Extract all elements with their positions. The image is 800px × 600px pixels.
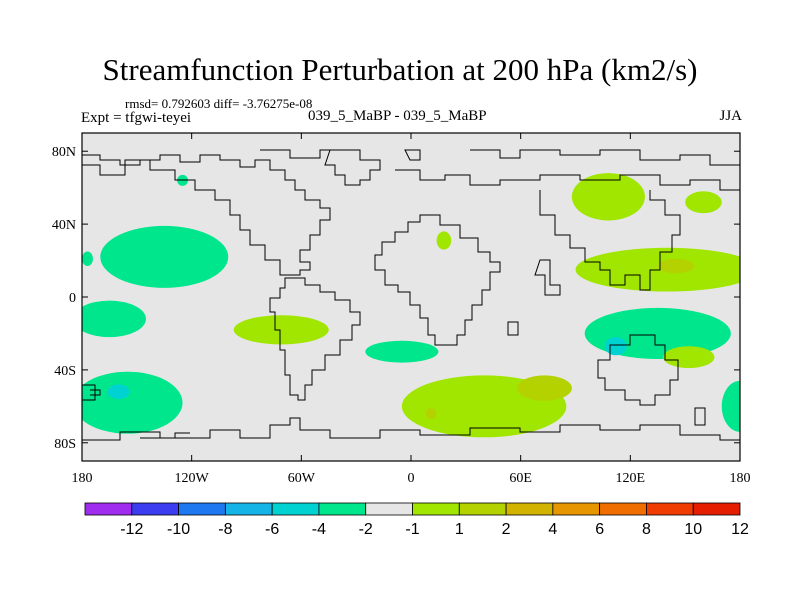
coastline-arctic-islands <box>260 149 740 166</box>
colorbar-label-12: 10 <box>684 521 702 538</box>
x-tick-label-5: 120E <box>616 471 646 486</box>
field-blob-18 <box>571 173 645 221</box>
coastline-africa-eurasia <box>374 214 501 346</box>
x-tick-label-6: 180 <box>730 471 751 486</box>
field-blob-15 <box>721 380 740 432</box>
field-blob-7 <box>436 231 452 250</box>
colorbar-label-10: 6 <box>595 521 604 538</box>
colorbar-label-3: -6 <box>265 521 279 538</box>
colorbar-label-7: 1 <box>455 521 464 538</box>
coastlines <box>82 149 740 441</box>
colorbar-swatch-9 <box>505 502 554 516</box>
case-label: 039_5_MaBP - 039_5_MaBP <box>308 108 487 124</box>
colorbar-label-2: -8 <box>218 521 232 538</box>
x-tick-label-3: 0 <box>408 471 415 486</box>
field-blob-1 <box>100 225 229 288</box>
colorbar-label-0: -12 <box>120 521 143 538</box>
field-blob-2 <box>82 300 146 338</box>
field-blob-5 <box>233 315 329 345</box>
coastline-antarctic-peninsula <box>140 432 190 439</box>
colorbar-swatch-2 <box>178 502 226 516</box>
colorbar-label-4: -4 <box>312 521 326 538</box>
coastline-greenland <box>324 149 381 186</box>
colorbar-swatch-3 <box>224 502 273 516</box>
coastline-north-america <box>82 154 331 276</box>
colorbar-swatch-12 <box>646 502 694 516</box>
coastline-madagascar <box>507 321 519 336</box>
season-label: JJA <box>719 108 742 124</box>
field-blob-17 <box>657 258 695 274</box>
experiment-label: Expt = tfgwi-teyei <box>81 110 192 126</box>
colorbar-swatch-5 <box>318 502 367 516</box>
field-blob-13 <box>604 337 627 356</box>
colorbar-swatch-13 <box>692 502 741 516</box>
x-tick-label-0: 180 <box>72 471 93 486</box>
coastline-australia <box>597 334 679 406</box>
colorbar-swatch-6 <box>365 502 413 516</box>
axis-ticks: 180 120W 60W 0 60E 120E 180 80N 40N 0 40S 80S <box>52 133 751 486</box>
coastline-eurasia-north <box>395 169 740 191</box>
chart-title: Streamfunction Perturbation at 200 hPa (… <box>102 52 698 87</box>
stats-line: rmsd= 0.792603 diff= -3.76275e-08 <box>125 96 313 111</box>
colorbar-label-8: 2 <box>502 521 511 538</box>
colorbar-swatch-11 <box>599 502 647 516</box>
field-blob-8 <box>365 340 439 363</box>
colorbar-swatch-1 <box>131 502 179 516</box>
colorbar-label-9: 4 <box>548 521 557 538</box>
field-blob-11 <box>425 408 437 420</box>
field-blob-3 <box>82 371 183 434</box>
y-tick-label-1: 40N <box>52 218 76 233</box>
field-blob-19 <box>685 191 722 214</box>
y-tick-label-0: 80N <box>52 145 76 160</box>
colorbar-swatch-0 <box>84 502 133 516</box>
coastline-new-zealand <box>694 407 706 426</box>
colorbar-label-6: -1 <box>405 521 419 538</box>
colorbar-label-13: 12 <box>731 521 749 538</box>
colorbar-swatch-4 <box>271 502 320 516</box>
colorbar-label-5: -2 <box>359 521 373 538</box>
coastline-antarctica <box>82 417 740 441</box>
x-tick-label-2: 60W <box>288 471 316 486</box>
x-tick-label-4: 60E <box>509 471 532 486</box>
field-blob-4 <box>107 384 130 400</box>
y-tick-label-2: 0 <box>69 291 76 306</box>
colorbar-label-11: 8 <box>642 521 651 538</box>
colorbar-label-1: -10 <box>167 521 190 538</box>
field-blob-0 <box>82 251 93 267</box>
colorbar-swatch-10 <box>552 502 601 516</box>
colorbar-swatch-8 <box>458 502 507 516</box>
colorbar-swatch-7 <box>412 502 460 516</box>
colorbar: -12 -10 -8 -6 -4 -2 -1 1 2 4 6 8 10 12 <box>84 502 749 538</box>
coastline-india <box>534 259 561 296</box>
y-tick-label-4: 80S <box>54 437 76 452</box>
x-tick-label-1: 120W <box>175 471 210 486</box>
coastline-asia-south <box>539 190 681 291</box>
field-blob-10 <box>517 375 572 401</box>
field-blob-14 <box>663 346 715 369</box>
coastline-south-america <box>269 277 361 401</box>
coastline-antarctic-islands <box>82 384 101 401</box>
y-tick-label-3: 40S <box>54 364 76 379</box>
